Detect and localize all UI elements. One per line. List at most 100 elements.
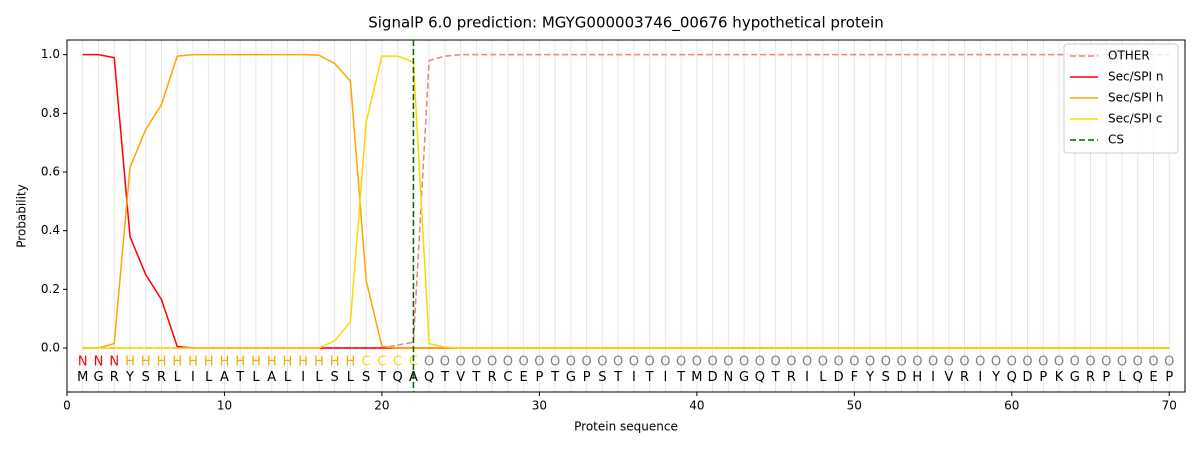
region-label: O (676, 355, 686, 370)
region-label: O (1148, 355, 1158, 370)
residue: R (787, 370, 796, 385)
residue: V (944, 370, 953, 385)
region-label: H (172, 355, 182, 370)
residue: S (142, 370, 150, 385)
region-label: N (78, 355, 88, 370)
residue: Y (125, 370, 134, 385)
x-tick-label: 10 (217, 399, 232, 413)
region-label: C (409, 355, 418, 370)
series-line (82, 53, 1170, 349)
region-label: O (613, 355, 623, 370)
residue: Q (393, 370, 403, 385)
residue: L (174, 370, 182, 385)
region-label: O (849, 355, 859, 370)
region-label: O (519, 355, 529, 370)
region-label: O (833, 355, 843, 370)
residue: G (739, 370, 749, 385)
region-label: O (456, 355, 466, 370)
region-label: O (1070, 355, 1080, 370)
region-label: H (314, 355, 324, 370)
region-label: H (298, 355, 308, 370)
series-line (82, 53, 1170, 349)
region-label: O (503, 355, 513, 370)
region-label: H (220, 355, 230, 370)
residue: I (301, 370, 305, 385)
residue: T (771, 370, 780, 385)
residue: R (1086, 370, 1095, 385)
region-label: O (739, 355, 749, 370)
region-label: O (959, 355, 969, 370)
residue: L (819, 370, 827, 385)
y-tick-label: 0.0 (41, 341, 60, 355)
region-label: O (755, 355, 765, 370)
residue: S (598, 370, 606, 385)
region-label: C (377, 355, 386, 370)
residue: S (362, 370, 370, 385)
region-label: H (251, 355, 261, 370)
residue: T (377, 370, 386, 385)
residue: D (1023, 370, 1033, 385)
residue: N (723, 370, 733, 385)
residue: P (1165, 370, 1173, 385)
region-label: O (786, 355, 796, 370)
region-label: O (534, 355, 544, 370)
region-label: O (975, 355, 985, 370)
residue: A (220, 370, 229, 385)
region-label: H (141, 355, 151, 370)
region-label: O (440, 355, 450, 370)
residue: L (284, 370, 292, 385)
region-label: H (346, 355, 356, 370)
residue: G (566, 370, 576, 385)
region-label: H (235, 355, 245, 370)
residue: I (931, 370, 935, 385)
region-label: O (660, 355, 670, 370)
residue: Q (1133, 370, 1143, 385)
region-label: H (204, 355, 214, 370)
residue: P (583, 370, 591, 385)
region-label: H (125, 355, 135, 370)
legend-box (1063, 43, 1179, 154)
legend-label: OTHER (1108, 49, 1150, 63)
residue: L (252, 370, 260, 385)
y-tick-label: 1.0 (41, 47, 60, 61)
region-label: O (1038, 355, 1048, 370)
region-label: O (928, 355, 938, 370)
region-label: O (471, 355, 481, 370)
region-label: O (881, 355, 891, 370)
region-label: C (362, 355, 371, 370)
residue: A (267, 370, 276, 385)
residue: H (912, 370, 922, 385)
y-axis-label: Probability (15, 184, 29, 247)
residue: K (1055, 370, 1064, 385)
region-label: O (550, 355, 560, 370)
y-tick-label: 0.6 (41, 165, 60, 179)
residue: G (93, 370, 103, 385)
residue: P (535, 370, 543, 385)
residue: D (708, 370, 718, 385)
residue: Q (424, 370, 434, 385)
x-tick-label: 70 (1162, 399, 1177, 413)
region-label: H (188, 355, 198, 370)
region-label: H (267, 355, 277, 370)
region-label: H (330, 355, 340, 370)
region-label: O (770, 355, 780, 370)
region-label: H (157, 355, 167, 370)
residue: M (77, 370, 88, 385)
residue: Q (1007, 370, 1017, 385)
x-axis-label: Protein sequence (574, 420, 678, 434)
region-label: O (1164, 355, 1174, 370)
region-label: O (487, 355, 497, 370)
region-label: O (723, 355, 733, 370)
x-tick-label: 30 (532, 399, 547, 413)
series-line (82, 55, 1170, 349)
region-label: O (865, 355, 875, 370)
residue: F (851, 370, 858, 385)
region-label: O (629, 355, 639, 370)
region-label: O (597, 355, 607, 370)
residue: T (235, 370, 244, 385)
residue: V (456, 370, 465, 385)
region-label: O (1007, 355, 1017, 370)
chart-title: SignalP 6.0 prediction: MGYG000003746_00… (368, 14, 884, 33)
region-label: O (912, 355, 922, 370)
